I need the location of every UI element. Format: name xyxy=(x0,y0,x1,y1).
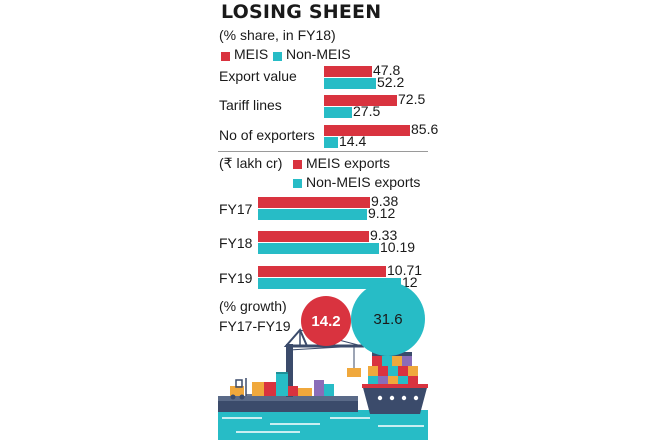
chart2-bar-meis-fy19 xyxy=(258,266,386,277)
chart2-category-label: FY18 xyxy=(219,235,253,251)
container-stack-icon xyxy=(252,372,334,396)
growth-label: (% growth) xyxy=(219,298,287,314)
chart2-data-label: 10.19 xyxy=(380,239,416,255)
growth-bubble-label: 14.2 xyxy=(311,312,341,330)
chart1-category-label: Export value xyxy=(219,68,297,84)
section-divider xyxy=(218,151,428,152)
chart2-bar-non-meis-fy17 xyxy=(258,209,367,220)
section2-unit: (₹ lakh cr) xyxy=(219,155,283,171)
chart2-data-label: 9.33 xyxy=(370,227,398,243)
forklift-icon xyxy=(230,378,252,400)
legend-label-non-meis-exports: Non-MEIS exports xyxy=(306,174,421,190)
chart2-bar-meis-fy18 xyxy=(258,231,369,242)
chart1-data-label: 52.2 xyxy=(377,74,405,90)
chart2-bar-non-meis-fy19 xyxy=(258,278,401,289)
cargo-ship-icon xyxy=(362,346,428,414)
legend-label-meis-exports: MEIS exports xyxy=(306,155,391,171)
chart1-category-label: No of exporters xyxy=(219,127,315,143)
chart1-data-label: 27.5 xyxy=(353,103,381,119)
chart2-bar-non-meis-fy18 xyxy=(258,243,379,254)
chart2-category-label: FY17 xyxy=(219,201,253,217)
growth-bubble-non-meis xyxy=(351,282,425,356)
chart1-data-label: 72.5 xyxy=(398,91,426,107)
growth-bubble-label: 31.6 xyxy=(373,310,403,328)
chart1-data-label: 85.6 xyxy=(411,121,439,137)
dock xyxy=(218,400,358,412)
chart2-data-label: 9.38 xyxy=(371,193,399,209)
chart1-bar-non-meis-no-of-exporters xyxy=(324,137,338,148)
chart-title: LOSING SHEEN xyxy=(221,1,382,23)
chart2-data-label: 9.12 xyxy=(368,205,396,221)
chart1-category-label: Tariff lines xyxy=(219,97,282,113)
chart2-category-label: FY19 xyxy=(219,270,253,286)
chart1-data-label: 47.8 xyxy=(373,62,401,78)
chart2-bar-meis-fy17 xyxy=(258,197,370,208)
legend-swatch-non-meis xyxy=(273,52,282,61)
chart1-bar-meis-export-value xyxy=(324,66,372,77)
growth-period: FY17-FY19 xyxy=(219,318,291,334)
chart1-bar-non-meis-tariff-lines xyxy=(324,107,352,118)
legend-swatch-non-meis-exports xyxy=(293,179,302,188)
growth-bubble-meis xyxy=(301,296,351,346)
chart1-bar-non-meis-export-value xyxy=(324,78,376,89)
legend-label-meis: MEIS xyxy=(234,46,269,62)
legend-label-non-meis: Non-MEIS xyxy=(286,46,351,62)
chart1-data-label: 14.4 xyxy=(339,133,367,149)
chart2-data-label: 10.71 xyxy=(387,262,423,278)
chart1-bar-meis-no-of-exporters xyxy=(324,125,410,136)
section1-subtitle: (% share, in FY18) xyxy=(219,27,336,43)
legend-swatch-meis-exports xyxy=(293,160,302,169)
legend-swatch-meis xyxy=(221,52,230,61)
chart1-bar-meis-tariff-lines xyxy=(324,95,397,106)
water xyxy=(218,410,428,440)
